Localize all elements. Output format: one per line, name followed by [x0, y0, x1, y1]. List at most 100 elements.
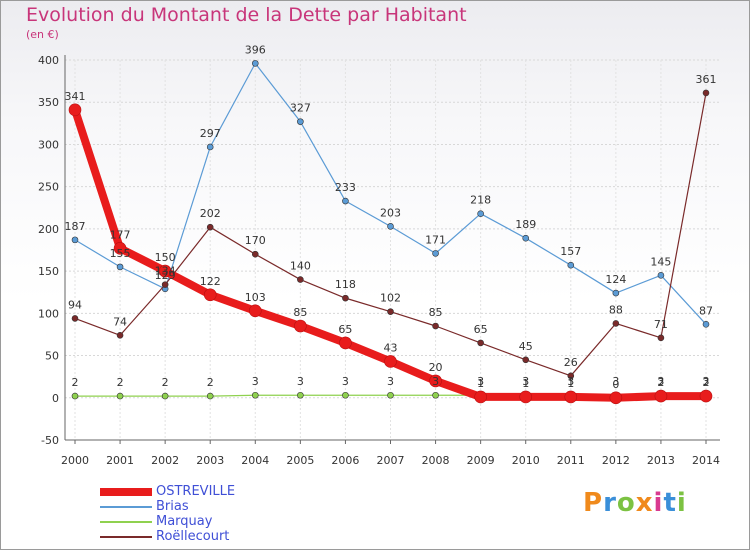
- data-label: 3: [297, 375, 304, 388]
- data-point: [113, 242, 127, 255]
- data-point: [657, 272, 665, 279]
- data-label: 1: [522, 377, 529, 390]
- data-label: 26: [564, 356, 578, 369]
- data-label: 102: [380, 292, 401, 305]
- data-label: 202: [200, 207, 221, 220]
- y-tick-label: 150: [38, 265, 59, 278]
- data-label: 103: [245, 291, 266, 304]
- y-tick-label: 50: [45, 350, 59, 363]
- data-label: 3: [522, 375, 529, 388]
- data-label: 140: [290, 260, 311, 273]
- x-tick-label: 2008: [422, 454, 450, 467]
- data-label: 0: [612, 378, 619, 391]
- data-label: 396: [245, 43, 266, 56]
- x-tick-label: 2013: [647, 454, 675, 467]
- legend-label: Roëllecourt: [156, 529, 230, 544]
- data-label: 170: [245, 234, 266, 247]
- data-point: [432, 250, 439, 257]
- data-point: [161, 392, 169, 400]
- legend-swatch: [100, 521, 152, 523]
- data-point: [429, 374, 442, 388]
- data-label: 297: [200, 127, 221, 140]
- x-tick-label: 2000: [61, 454, 89, 467]
- legend-swatch: [100, 488, 152, 496]
- data-point: [522, 356, 530, 364]
- x-tick-label: 2014: [692, 454, 720, 467]
- x-tick-label: 2007: [377, 454, 405, 467]
- data-point: [384, 355, 397, 368]
- data-point: [342, 294, 349, 302]
- chart-title: Evolution du Montant de la Dette par Hab…: [26, 4, 467, 26]
- y-tick-label: 350: [38, 96, 59, 109]
- x-tick-label: 2001: [106, 454, 134, 467]
- data-label: 155: [110, 247, 131, 260]
- data-point: [702, 89, 710, 97]
- data-label: 233: [335, 181, 356, 194]
- data-point: [251, 250, 259, 258]
- data-label: 2: [162, 376, 169, 389]
- data-point: [564, 390, 578, 404]
- data-label: 2: [207, 376, 214, 389]
- data-label: 129: [155, 269, 176, 282]
- data-label: 74: [113, 315, 127, 328]
- data-point: [251, 391, 259, 399]
- legend-swatch: [100, 536, 152, 538]
- legend-item: OSTREVILLE: [100, 484, 300, 499]
- x-tick-label: 2012: [602, 454, 630, 467]
- data-label: 3: [342, 375, 349, 388]
- data-point: [432, 391, 439, 399]
- data-label: 3: [567, 375, 574, 388]
- data-label: 327: [290, 102, 311, 115]
- y-tick-label: 100: [38, 307, 59, 320]
- data-label: 1: [477, 377, 484, 390]
- y-tick-label: -50: [41, 434, 59, 447]
- data-label: 134: [155, 265, 176, 278]
- data-point: [699, 389, 713, 403]
- data-point: [609, 391, 623, 405]
- y-tick-label: 200: [38, 223, 59, 236]
- data-label: 145: [650, 255, 671, 268]
- data-label: 1: [567, 377, 574, 390]
- data-label: 85: [429, 306, 443, 319]
- data-point: [567, 372, 575, 380]
- data-point: [297, 276, 304, 283]
- logo-letter: o: [616, 488, 636, 518]
- data-point: [387, 308, 394, 315]
- legend-label: Marquay: [156, 514, 213, 529]
- data-label: 3: [387, 375, 394, 388]
- data-label: 189: [515, 218, 536, 231]
- data-label: 20: [429, 361, 443, 374]
- data-label: 2: [703, 376, 710, 389]
- data-point: [71, 236, 79, 244]
- data-point: [432, 322, 439, 330]
- x-tick-label: 2002: [151, 454, 179, 467]
- data-label: 361: [696, 73, 717, 86]
- data-point: [522, 234, 530, 242]
- data-label: 118: [335, 278, 356, 291]
- x-tick-label: 2003: [196, 454, 224, 467]
- y-tick-label: 400: [38, 54, 59, 67]
- data-point: [612, 289, 620, 297]
- data-label: 3: [703, 375, 710, 388]
- legend-swatch: [100, 506, 152, 508]
- data-label: 3: [252, 375, 259, 388]
- legend-item: Marquay: [100, 514, 300, 529]
- data-point: [612, 320, 620, 327]
- x-tick-label: 2009: [467, 454, 495, 467]
- proxiti-logo: Proxiti: [583, 488, 687, 518]
- data-point: [654, 389, 668, 403]
- data-point: [657, 334, 665, 342]
- data-point: [297, 391, 304, 399]
- data-point: [71, 392, 79, 400]
- data-label: 45: [519, 340, 533, 353]
- x-tick-label: 2010: [512, 454, 540, 467]
- data-label: 3: [657, 375, 664, 388]
- data-point: [702, 321, 710, 328]
- logo-letter: x: [635, 488, 654, 518]
- data-point: [68, 103, 82, 117]
- data-point: [387, 223, 394, 230]
- data-point: [297, 118, 304, 125]
- data-point: [116, 263, 124, 271]
- data-label: 88: [609, 303, 623, 316]
